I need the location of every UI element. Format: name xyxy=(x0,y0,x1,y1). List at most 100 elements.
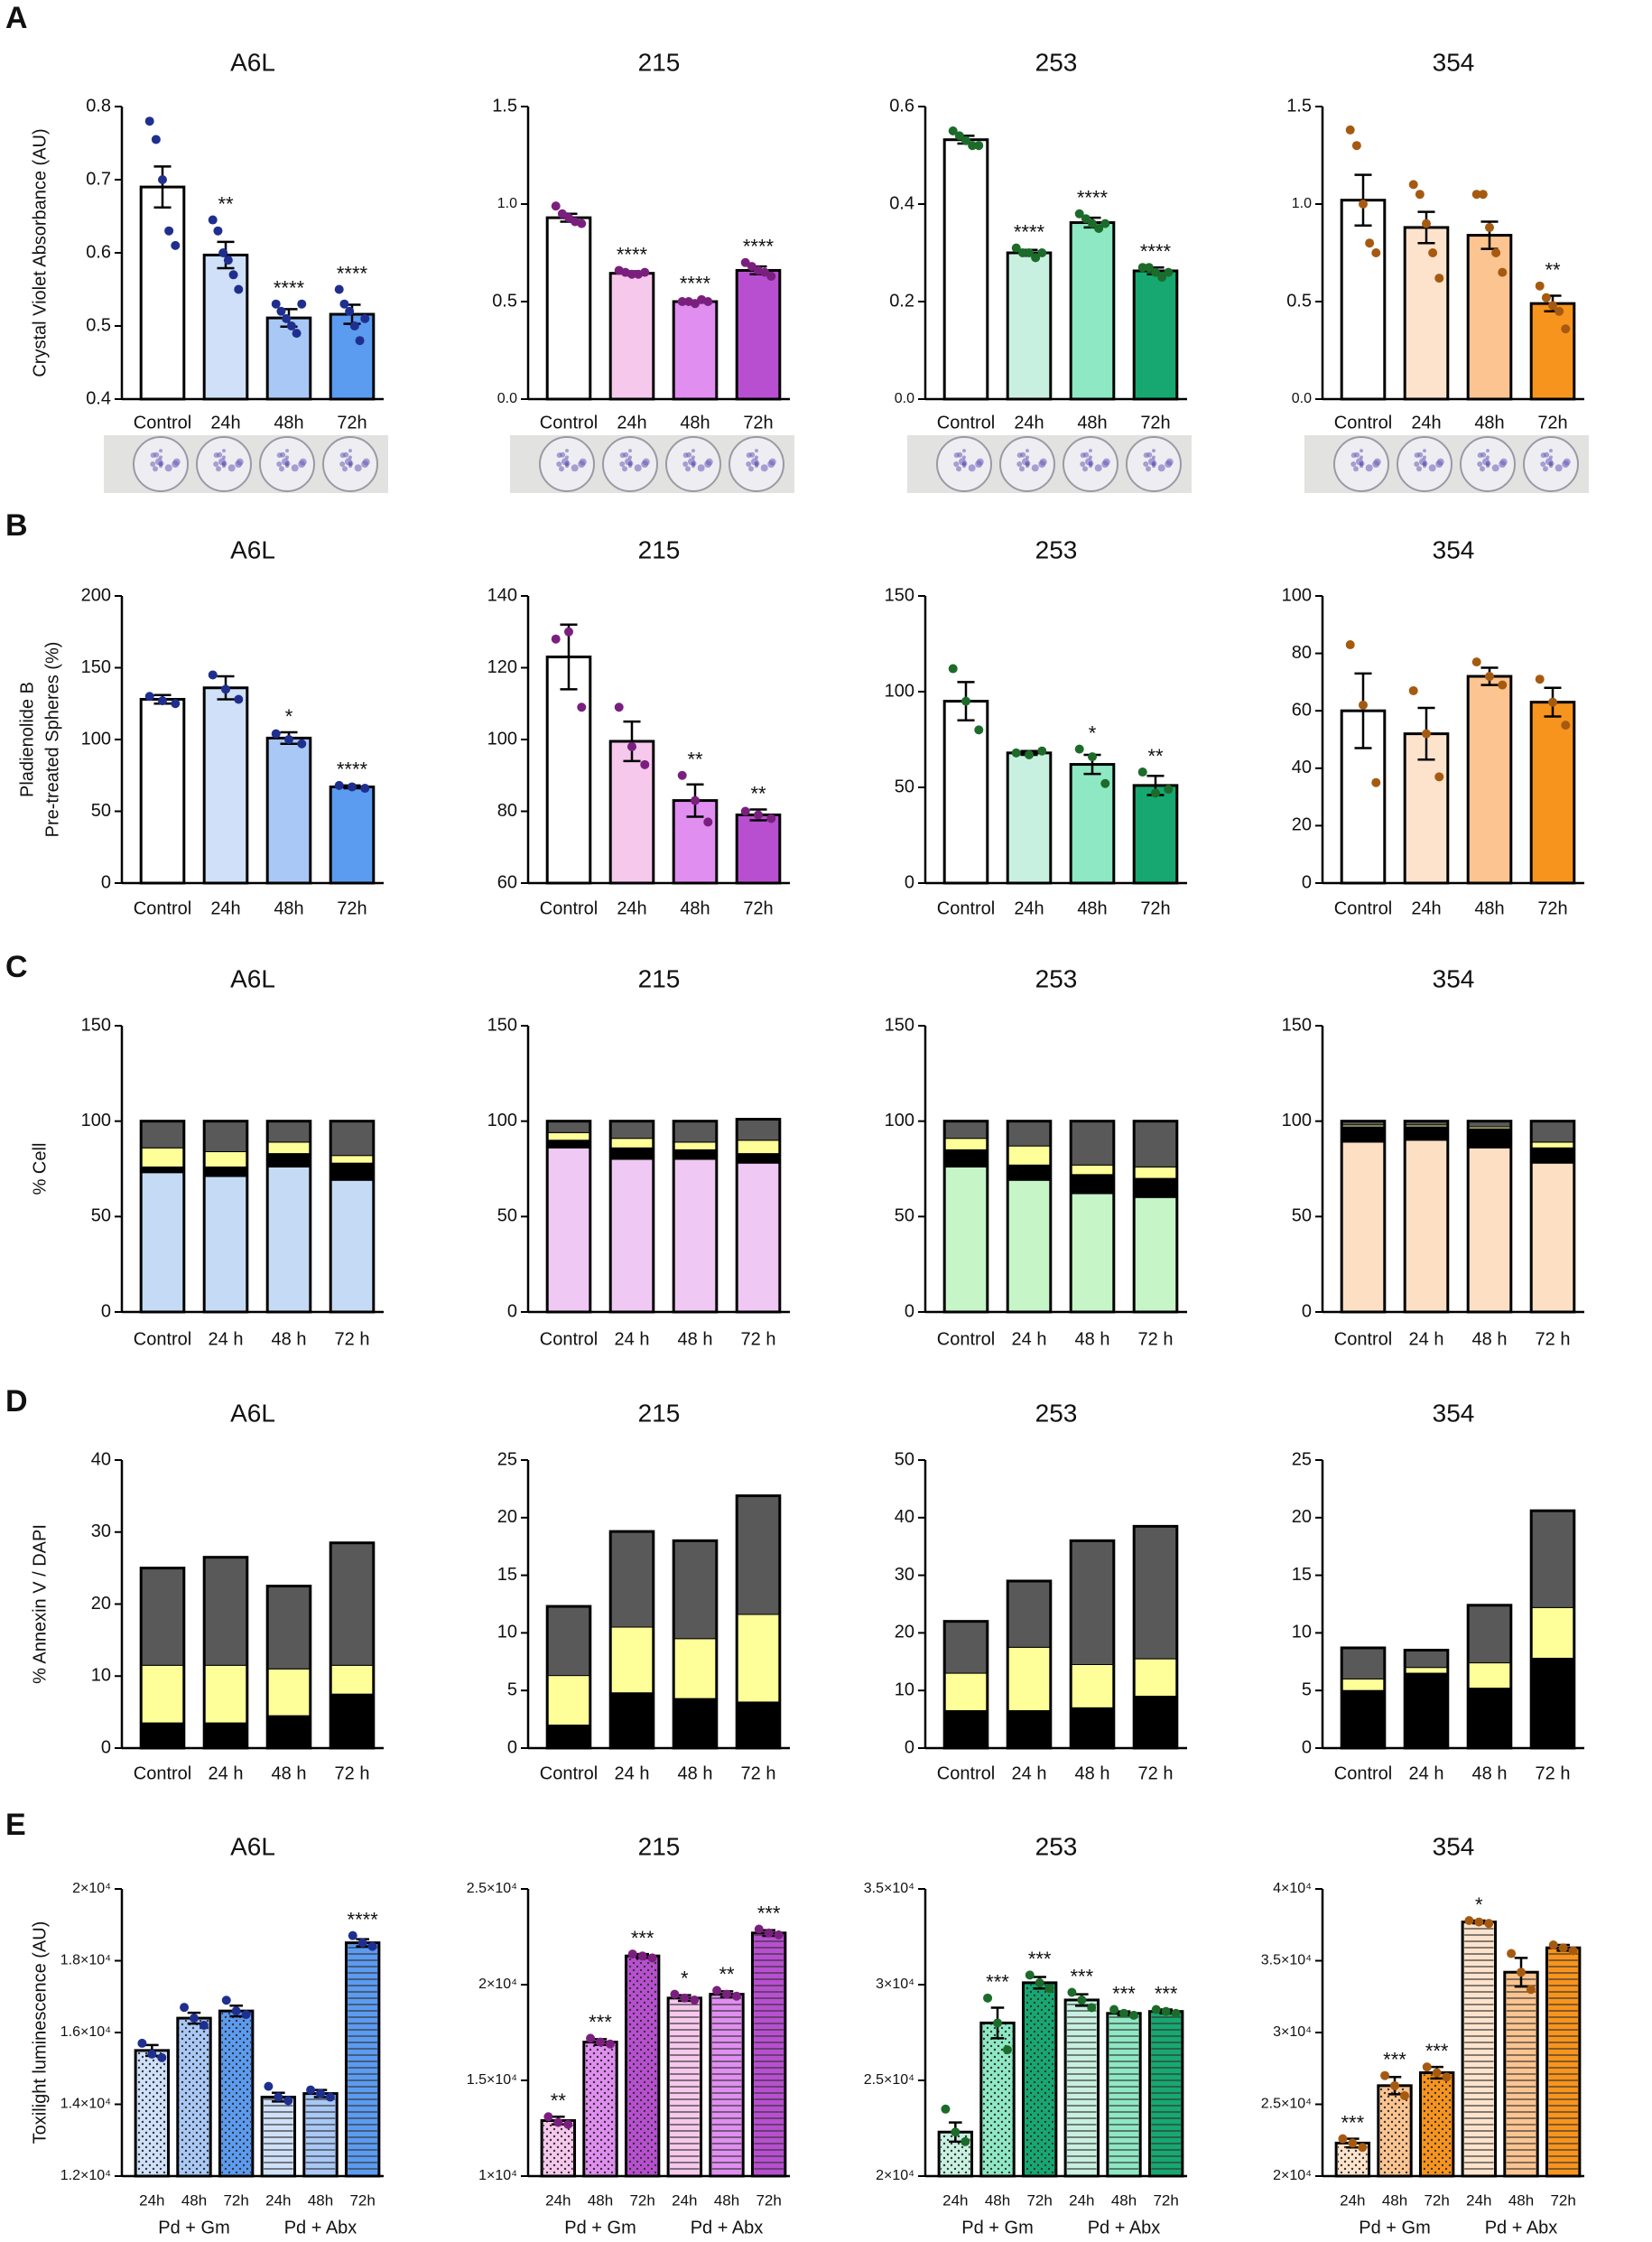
data-point xyxy=(1151,788,1160,798)
x-tick-label: 72h xyxy=(1140,413,1170,433)
x-tick-label: 24h xyxy=(617,413,646,433)
significance-label: *** xyxy=(1383,2049,1406,2071)
data-point xyxy=(1526,1985,1536,1995)
data-point xyxy=(1442,2072,1452,2082)
bar-segment xyxy=(1467,1662,1512,1689)
error-bar xyxy=(623,720,641,763)
plate-stain xyxy=(1016,461,1023,467)
bar-segment xyxy=(266,1141,311,1155)
bar-segment xyxy=(203,1664,248,1724)
bar-segment xyxy=(203,1166,248,1177)
data-point xyxy=(1338,2134,1348,2144)
plate-stain xyxy=(285,449,289,453)
bar xyxy=(176,2016,212,2178)
plate-stain xyxy=(159,455,162,460)
bar-segment xyxy=(609,1692,654,1749)
bar-segment xyxy=(943,1710,988,1749)
y-tick-label: 50 xyxy=(497,1206,517,1226)
significance-label: **** xyxy=(274,277,305,300)
plate-stain xyxy=(628,455,632,460)
data-point xyxy=(355,336,365,346)
data-point xyxy=(974,141,984,151)
data-point xyxy=(690,1995,700,2005)
bar xyxy=(1503,1970,1539,2178)
bar-segment xyxy=(203,1150,248,1168)
chart-title: A6L xyxy=(230,48,275,76)
y-axis-label: Crystal Violet Absorbance (AU) xyxy=(30,128,50,377)
x-tick-label: 72 h xyxy=(1138,1329,1174,1349)
x-tick-label: 72h xyxy=(223,2191,248,2209)
data-point xyxy=(605,2039,615,2049)
plate-stain xyxy=(1094,464,1102,472)
bar-outline xyxy=(1403,1120,1450,1314)
plate-stain xyxy=(1360,449,1363,453)
y-tick-label: 40 xyxy=(895,1507,914,1527)
x-tick-label: 24h xyxy=(1014,413,1044,433)
significance-label: * xyxy=(1475,1893,1483,1916)
bar-outline xyxy=(942,1620,989,1750)
data-point xyxy=(325,2092,335,2102)
plate-stain xyxy=(686,451,692,458)
data-point xyxy=(297,739,307,749)
bar-segment xyxy=(609,1138,654,1149)
data-point xyxy=(1568,1946,1578,1956)
bar-segment xyxy=(1530,1606,1575,1659)
x-tick-label: 24 h xyxy=(615,1763,650,1783)
plate-stain xyxy=(953,461,960,467)
bar-segment xyxy=(1070,1174,1115,1195)
plate-stain xyxy=(150,461,156,467)
plate-stain xyxy=(1026,449,1029,453)
data-point xyxy=(1144,263,1154,273)
bar-segment xyxy=(943,1121,988,1140)
plate-stain xyxy=(354,464,362,472)
y-tick-label: 15 xyxy=(497,1565,517,1585)
x-tick-label: Control xyxy=(937,1763,995,1783)
data-point xyxy=(274,2092,283,2102)
data-point xyxy=(348,1930,357,1940)
bar xyxy=(1403,226,1450,401)
panel-letter: D xyxy=(5,1384,28,1419)
x-tick-label: Control xyxy=(937,1329,995,1349)
bar-segment xyxy=(546,1724,591,1749)
data-point xyxy=(171,240,181,250)
data-point xyxy=(1359,200,1368,209)
y-tick-label: 1.5 xyxy=(1286,96,1312,116)
bar xyxy=(1106,2012,1142,2178)
data-point xyxy=(614,702,624,712)
bar-segment xyxy=(203,1557,248,1666)
bar-segment xyxy=(943,1149,988,1168)
bar xyxy=(1529,302,1576,401)
bar-segment xyxy=(1007,1710,1052,1749)
error-bar xyxy=(153,165,172,209)
bar-segment xyxy=(1341,1647,1386,1679)
significance-label: **** xyxy=(1077,187,1109,209)
data-point xyxy=(1074,744,1084,754)
bar xyxy=(545,216,592,401)
plate-stain xyxy=(222,449,226,453)
data-point xyxy=(677,297,687,306)
plate-stain xyxy=(1543,466,1549,472)
data-point xyxy=(1464,1915,1474,1925)
x-tick-label: 48h xyxy=(1474,898,1504,918)
x-tick-label: Control xyxy=(1334,898,1392,918)
plate-stain xyxy=(348,449,352,453)
x-tick-label: 24h xyxy=(1014,898,1044,918)
significance-label: **** xyxy=(743,236,775,258)
bar-segment xyxy=(736,1140,781,1155)
bar xyxy=(265,316,312,401)
bar-outline xyxy=(608,1120,655,1314)
significance-label: *** xyxy=(1070,1965,1093,1987)
plate-stain xyxy=(280,451,286,458)
plate-stain xyxy=(565,449,569,453)
data-point xyxy=(1561,324,1571,334)
y-tick-label: 0 xyxy=(905,872,914,892)
x-tick-label: 72h xyxy=(743,413,773,433)
chart-title: 354 xyxy=(1433,1399,1475,1427)
bar-outline xyxy=(672,1120,719,1314)
plate-stain xyxy=(754,460,760,467)
bar-segment xyxy=(673,1158,718,1313)
bar-segment xyxy=(1070,1540,1115,1665)
y-tick-label: 50 xyxy=(91,801,111,821)
bar-segment xyxy=(140,1722,185,1749)
bar-segment xyxy=(1404,1140,1449,1313)
